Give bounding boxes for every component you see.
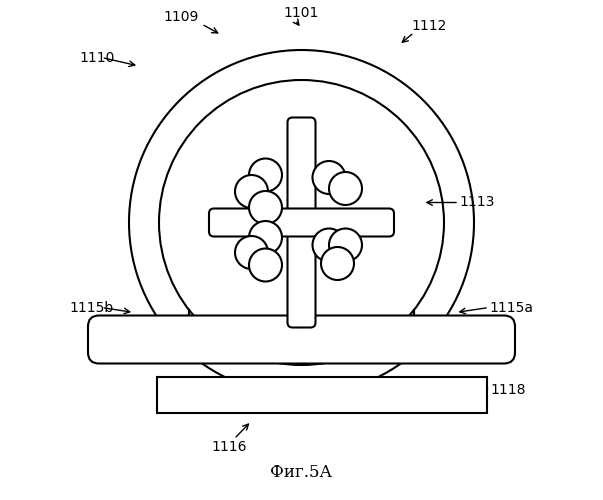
Circle shape bbox=[329, 172, 362, 205]
Circle shape bbox=[312, 228, 346, 262]
Circle shape bbox=[249, 248, 282, 282]
Text: 1101: 1101 bbox=[284, 6, 319, 20]
Text: 1110: 1110 bbox=[79, 50, 115, 64]
Text: 1109: 1109 bbox=[163, 10, 199, 24]
FancyBboxPatch shape bbox=[209, 208, 394, 236]
Circle shape bbox=[329, 228, 362, 262]
Bar bbox=[157, 376, 487, 412]
Text: 1113: 1113 bbox=[459, 196, 494, 209]
Text: 1115b: 1115b bbox=[69, 300, 113, 314]
Circle shape bbox=[312, 161, 346, 194]
Circle shape bbox=[235, 236, 268, 269]
Circle shape bbox=[321, 247, 354, 280]
Circle shape bbox=[249, 221, 282, 254]
Circle shape bbox=[129, 50, 474, 395]
FancyBboxPatch shape bbox=[288, 118, 315, 328]
Text: 1118: 1118 bbox=[490, 383, 526, 397]
Text: 1116: 1116 bbox=[211, 440, 247, 454]
Text: 1112: 1112 bbox=[411, 18, 447, 32]
Text: 1115a: 1115a bbox=[489, 300, 533, 314]
Circle shape bbox=[159, 80, 444, 365]
FancyBboxPatch shape bbox=[88, 316, 515, 364]
Circle shape bbox=[235, 175, 268, 208]
Circle shape bbox=[249, 191, 282, 224]
Text: Фиг.5А: Фиг.5А bbox=[270, 464, 333, 481]
Circle shape bbox=[249, 158, 282, 192]
